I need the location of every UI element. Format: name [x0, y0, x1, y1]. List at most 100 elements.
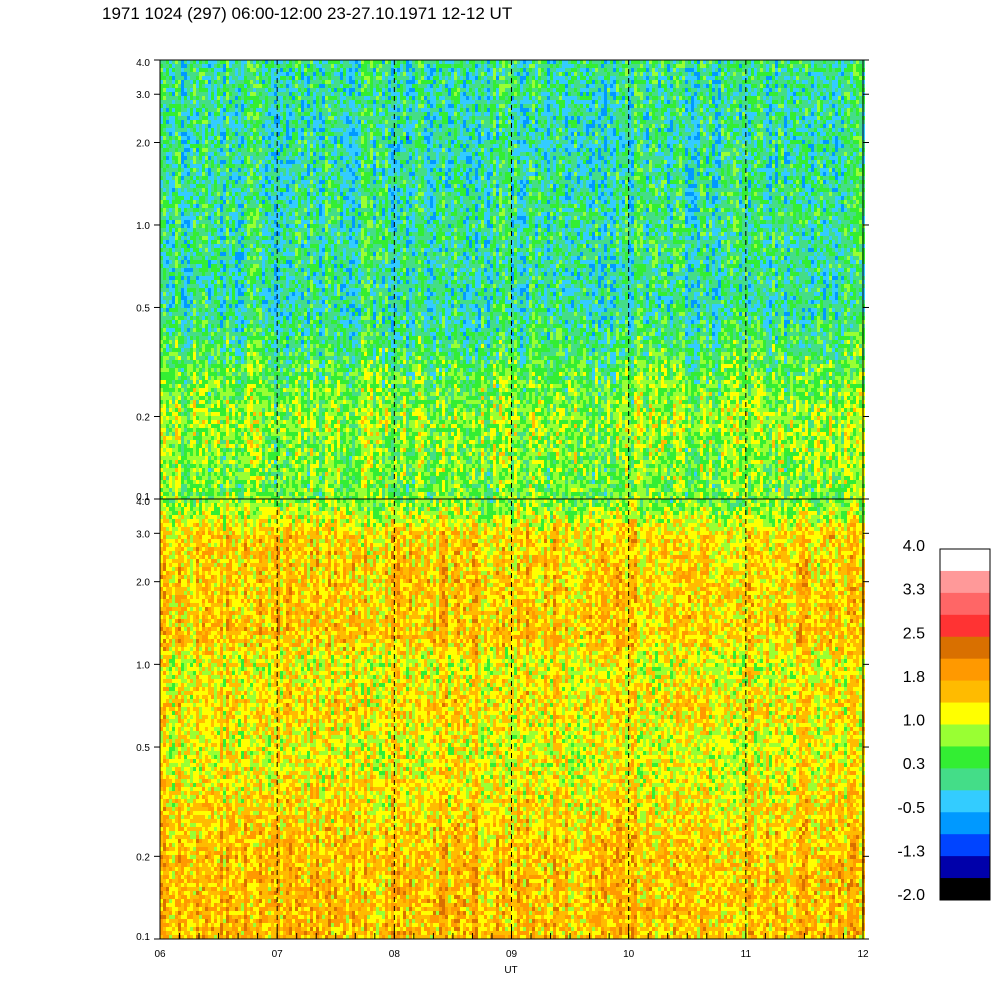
heatmap-cell	[238, 160, 241, 164]
heatmap-cell	[217, 388, 220, 392]
heatmap-cell	[199, 208, 202, 212]
heatmap-cell	[268, 408, 271, 412]
heatmap-cell	[283, 308, 286, 312]
heatmap-cell	[199, 488, 202, 492]
heatmap-cell	[178, 224, 181, 228]
heatmap-cell	[217, 384, 220, 388]
heatmap-cell	[223, 160, 226, 164]
heatmap-cell	[211, 180, 214, 184]
heatmap-cell	[220, 176, 223, 180]
heatmap-cell	[163, 452, 166, 456]
heatmap-cell	[229, 372, 232, 376]
heatmap-cell	[283, 452, 286, 456]
heatmap-cell	[181, 104, 184, 108]
heatmap-cell	[211, 424, 214, 428]
heatmap-cell	[220, 92, 223, 96]
heatmap-cell	[232, 224, 235, 228]
heatmap-cell	[232, 400, 235, 404]
heatmap-cell	[247, 320, 250, 324]
heatmap-cell	[271, 352, 274, 356]
heatmap-cell	[235, 276, 238, 280]
heatmap-cell	[196, 280, 199, 284]
heatmap-cell	[232, 336, 235, 340]
heatmap-cell	[286, 356, 289, 360]
heatmap-cell	[232, 232, 235, 236]
heatmap-cell	[190, 156, 193, 160]
heatmap-cell	[175, 488, 178, 492]
heatmap-cell	[223, 248, 226, 252]
heatmap-cell	[229, 260, 232, 264]
heatmap-cell	[184, 260, 187, 264]
heatmap-cell	[280, 172, 283, 176]
heatmap-cell	[277, 136, 280, 140]
heatmap-cell	[235, 272, 238, 276]
heatmap-cell	[205, 104, 208, 108]
heatmap-cell	[238, 256, 241, 260]
heatmap-cell	[235, 380, 238, 384]
heatmap-cell	[292, 364, 295, 368]
heatmap-cell	[223, 240, 226, 244]
heatmap-cell	[211, 76, 214, 80]
heatmap-cell	[259, 488, 262, 492]
heatmap-cell	[196, 284, 199, 288]
heatmap-cell	[214, 240, 217, 244]
heatmap-cell	[250, 492, 253, 496]
heatmap-cell	[199, 140, 202, 144]
heatmap-cell	[223, 216, 226, 220]
heatmap-cell	[280, 212, 283, 216]
heatmap-cell	[175, 148, 178, 152]
heatmap-cell	[193, 340, 196, 344]
heatmap-cell	[286, 364, 289, 368]
heatmap-cell	[262, 112, 265, 116]
heatmap-cell	[214, 220, 217, 224]
heatmap-cell	[169, 364, 172, 368]
heatmap-cell	[280, 220, 283, 224]
heatmap-cell	[283, 272, 286, 276]
heatmap-cell	[208, 140, 211, 144]
heatmap-cell	[190, 148, 193, 152]
heatmap-cell	[199, 152, 202, 156]
heatmap-cell	[193, 132, 196, 136]
heatmap-cell	[163, 488, 166, 492]
heatmap-cell	[205, 308, 208, 312]
heatmap-cell	[295, 128, 298, 132]
heatmap-cell	[178, 204, 181, 208]
heatmap-cell	[289, 188, 292, 192]
heatmap-cell	[280, 260, 283, 264]
heatmap-cell	[178, 272, 181, 276]
heatmap-cell	[181, 208, 184, 212]
heatmap-cell	[175, 328, 178, 332]
heatmap-cell	[226, 392, 229, 396]
heatmap-cell	[169, 492, 172, 496]
heatmap-cell	[202, 488, 205, 492]
heatmap-cell	[289, 272, 292, 276]
heatmap-cell	[181, 288, 184, 292]
heatmap-cell	[256, 412, 259, 416]
heatmap-cell	[277, 280, 280, 284]
heatmap-cell	[220, 428, 223, 432]
heatmap-cell	[172, 348, 175, 352]
heatmap-cell	[241, 432, 244, 436]
heatmap-cell	[286, 432, 289, 436]
heatmap-cell	[187, 252, 190, 256]
heatmap-cell	[217, 200, 220, 204]
heatmap-cell	[280, 248, 283, 252]
heatmap-cell	[256, 332, 259, 336]
heatmap-cell	[178, 364, 181, 368]
heatmap-cell	[184, 176, 187, 180]
heatmap-cell	[235, 236, 238, 240]
heatmap-cell	[277, 88, 280, 92]
heatmap-cell	[256, 404, 259, 408]
heatmap-cell	[274, 192, 277, 196]
heatmap-cell	[229, 312, 232, 316]
heatmap-cell	[226, 276, 229, 280]
heatmap-cell	[193, 60, 196, 64]
heatmap-cell	[262, 392, 265, 396]
heatmap-cell	[289, 96, 292, 100]
heatmap-cell	[220, 148, 223, 152]
heatmap-cell	[217, 208, 220, 212]
heatmap-cell	[271, 128, 274, 132]
heatmap-cell	[175, 324, 178, 328]
heatmap-cell	[169, 360, 172, 364]
heatmap-cell	[235, 140, 238, 144]
